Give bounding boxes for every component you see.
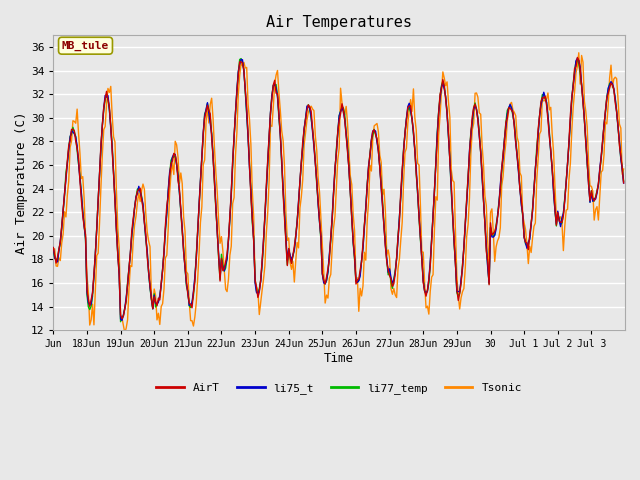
- Legend: AirT, li75_t, li77_temp, Tsonic: AirT, li75_t, li77_temp, Tsonic: [152, 379, 526, 398]
- X-axis label: Time: Time: [324, 352, 354, 365]
- Y-axis label: Air Temperature (C): Air Temperature (C): [15, 111, 28, 254]
- Text: MB_tule: MB_tule: [62, 41, 109, 51]
- Title: Air Temperatures: Air Temperatures: [266, 15, 412, 30]
